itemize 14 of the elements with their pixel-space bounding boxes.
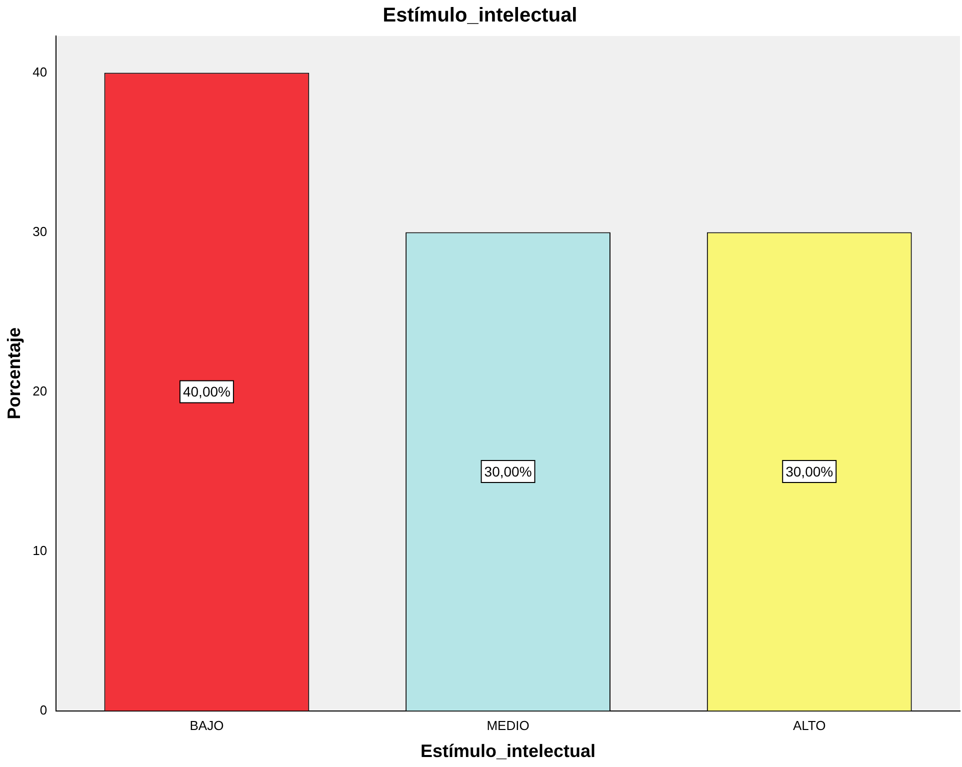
data-label: 30,00% <box>484 463 532 480</box>
y-tick-label: 40 <box>32 64 48 80</box>
x-axis-title: Estímulo_intelectual <box>420 741 596 762</box>
x-tick-label: ALTO <box>792 718 826 734</box>
data-label: 30,00% <box>786 463 834 480</box>
y-tick-label: 10 <box>32 542 48 558</box>
y-tick-label: 30 <box>32 224 48 239</box>
x-tick-label: BAJO <box>190 718 224 734</box>
chart-title: Estímulo_intelectual <box>382 4 578 27</box>
y-axis-title: Porcentaje <box>4 327 24 420</box>
data-label: 40,00% <box>182 384 230 400</box>
y-tick-label: 20 <box>32 383 48 398</box>
x-tick-label: MEDIO <box>486 718 530 734</box>
y-tick-label: 0 <box>40 702 48 718</box>
